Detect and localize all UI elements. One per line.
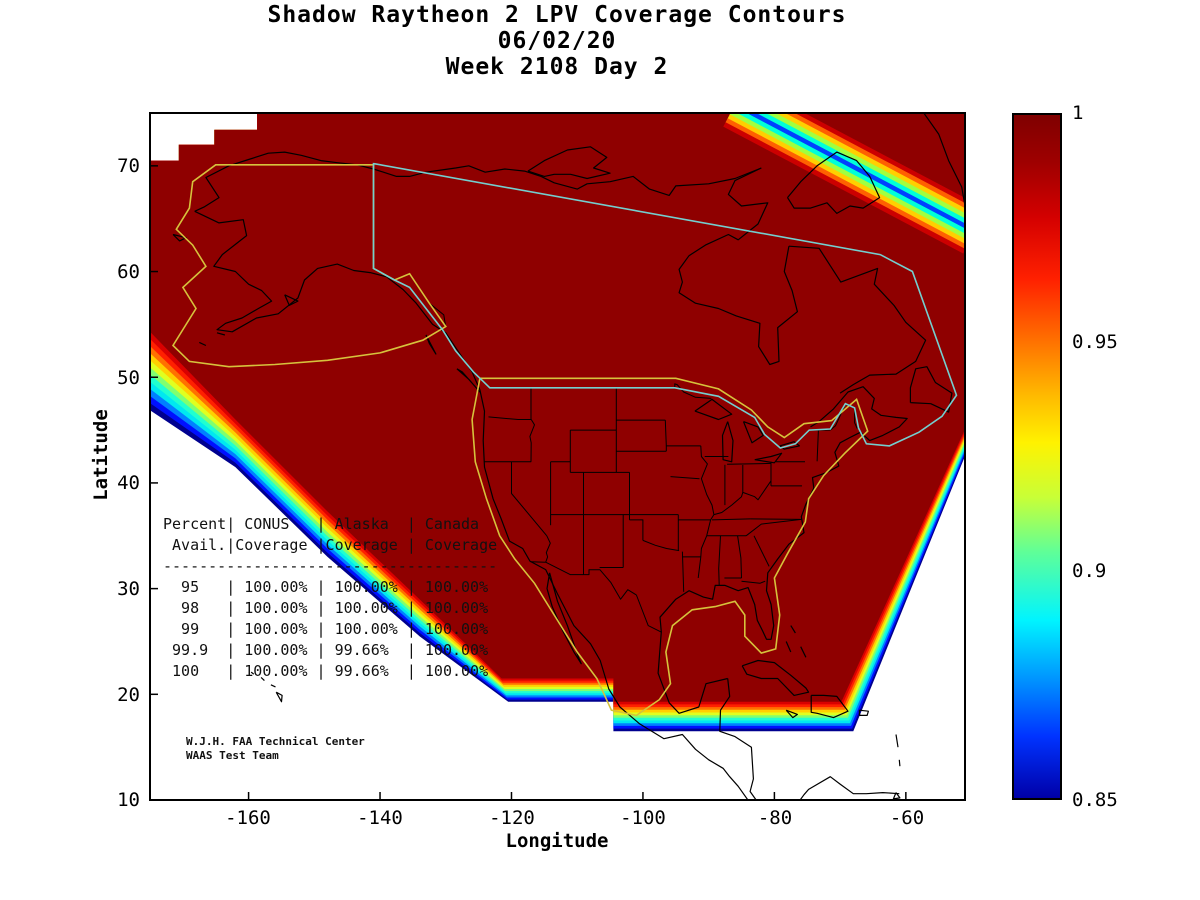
coverage-statistics-table: Percent| CONUS | Alaska | Canada Avail.|… <box>163 515 498 680</box>
x-tick-label: -160 <box>225 807 271 829</box>
x-tick-label: -100 <box>620 807 666 829</box>
x-axis-label: Longitude <box>505 830 609 852</box>
x-tick-label: -120 <box>489 807 535 829</box>
chart-title: Shadow Raytheon 2 LPV Coverage Contours <box>267 2 847 28</box>
x-tick-label: -60 <box>889 807 925 829</box>
x-tick-label: -80 <box>757 807 793 829</box>
credit-annotation: W.J.H. FAA Technical Center WAAS Test Te… <box>186 735 365 762</box>
y-tick-label: 30 <box>117 578 140 600</box>
y-tick-label: 10 <box>117 789 140 811</box>
y-tick-label: 60 <box>117 261 140 283</box>
chart-subtitle-week: Week 2108 Day 2 <box>445 54 669 80</box>
y-tick-label: 40 <box>117 472 140 494</box>
y-tick-label: 50 <box>117 367 140 389</box>
x-tick-label: -140 <box>357 807 403 829</box>
colorbar-tick-label: 0.85 <box>1072 789 1118 811</box>
colorbar-tick-label: 0.95 <box>1072 331 1118 353</box>
chart-subtitle-date: 06/02/20 <box>497 28 617 54</box>
y-tick-label: 70 <box>117 155 140 177</box>
colorbar-tick-label: 1 <box>1072 102 1084 124</box>
y-tick-label: 20 <box>117 684 140 706</box>
colorbar-gradient <box>1014 115 1060 798</box>
colorbar <box>1012 113 1062 800</box>
colorbar-tick-label: 0.9 <box>1072 560 1107 582</box>
